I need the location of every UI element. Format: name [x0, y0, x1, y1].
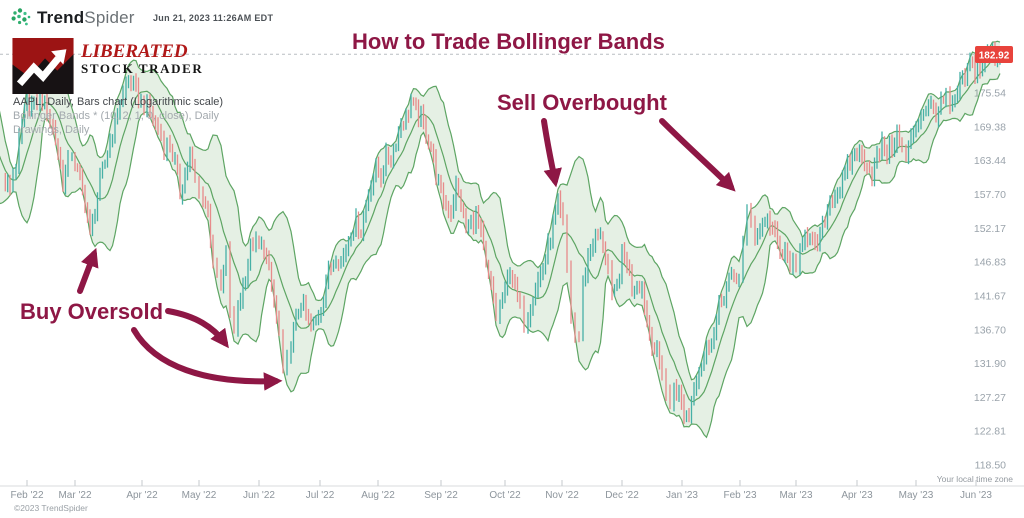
lst-chart-icon — [12, 38, 74, 94]
svg-text:Mar '23: Mar '23 — [779, 490, 812, 501]
svg-text:Oct '22: Oct '22 — [489, 490, 521, 501]
svg-text:146.83: 146.83 — [974, 257, 1006, 269]
legend-drawings-row[interactable]: Drawings, Daily — [13, 124, 90, 136]
svg-text:Jul '22: Jul '22 — [306, 490, 335, 501]
svg-text:Feb '22: Feb '22 — [10, 490, 43, 501]
buy-curved-arrow-2[interactable] — [131, 327, 283, 391]
copyright-note: ©2023 TrendSpider — [14, 503, 88, 513]
sell-arrow-2[interactable] — [659, 118, 736, 192]
brand-name-light: Spider — [84, 8, 135, 27]
svg-text:Jun '23: Jun '23 — [960, 490, 992, 501]
svg-text:127.27: 127.27 — [974, 392, 1006, 404]
svg-text:152.17: 152.17 — [974, 223, 1006, 235]
svg-text:169.38: 169.38 — [974, 121, 1006, 133]
chart-timestamp: Jun 21, 2023 11:26AM EDT — [153, 13, 274, 23]
svg-text:Jan '23: Jan '23 — [666, 490, 698, 501]
svg-text:Aug '22: Aug '22 — [361, 490, 395, 501]
annotation-buy-oversold[interactable]: Buy Oversold — [20, 299, 164, 324]
drawing-arrows[interactable] — [77, 118, 736, 391]
price-bars — [4, 41, 1001, 424]
svg-text:Jun '22: Jun '22 — [243, 490, 275, 501]
svg-text:Feb '23: Feb '23 — [723, 490, 756, 501]
svg-text:May '23: May '23 — [899, 490, 934, 501]
svg-text:141.67: 141.67 — [974, 291, 1006, 303]
svg-text:Apr '22: Apr '22 — [126, 490, 158, 501]
timezone-note: Your local time zone — [936, 474, 1013, 484]
legend-indicator-row[interactable]: Bollinger Bands * (10, 2, 1, 0, close), … — [13, 110, 220, 122]
svg-text:Apr '23: Apr '23 — [841, 490, 873, 501]
time-axis[interactable]: Feb '22 Mar '22 Apr '22 May '22 Jun '22 Jul '… — [0, 480, 1024, 501]
liberated-stock-trader-logo: LIBERATED STOCK TRADER — [12, 38, 203, 94]
annotation-sell-overbought[interactable]: Sell Overbought — [497, 90, 667, 115]
svg-text:136.70: 136.70 — [974, 324, 1006, 336]
price-axis[interactable]: 175.54 169.38 163.44 157.70 152.17 146.83 141.… — [974, 88, 1006, 472]
lst-subtitle: STOCK TRADER — [81, 61, 204, 76]
annotation-title[interactable]: How to Trade Bollinger Bands — [352, 29, 665, 54]
trendspider-logo[interactable]: TrendSpider — [10, 7, 135, 29]
svg-text:May '22: May '22 — [182, 490, 217, 501]
svg-text:131.90: 131.90 — [974, 358, 1006, 370]
svg-text:Sep '22: Sep '22 — [424, 490, 458, 501]
chart-legend: AAPL, Daily, Bars chart (Logarithmic sca… — [13, 95, 223, 137]
svg-text:Dec '22: Dec '22 — [605, 490, 639, 501]
svg-text:163.44: 163.44 — [974, 155, 1006, 167]
svg-text:Mar '22: Mar '22 — [58, 490, 91, 501]
svg-text:Nov '22: Nov '22 — [545, 490, 579, 501]
sell-arrow-1[interactable] — [541, 118, 562, 188]
bollinger-bands — [0, 40, 1001, 439]
legend-symbol-row[interactable]: AAPL, Daily, Bars chart (Logarithmic sca… — [13, 96, 224, 108]
svg-text:157.70: 157.70 — [974, 189, 1006, 201]
current-price-value: 182.92 — [979, 51, 1010, 62]
current-price-badge: 182.92 — [975, 46, 1013, 63]
brand-name-bold: Trend — [37, 8, 85, 27]
svg-text:122.81: 122.81 — [974, 426, 1006, 438]
trendspider-dots-icon — [11, 8, 31, 26]
buy-curved-arrow-1[interactable] — [165, 308, 229, 349]
svg-text:175.54: 175.54 — [974, 88, 1006, 100]
buy-up-arrow[interactable] — [77, 247, 99, 294]
lst-wordmark: LIBERATED — [81, 41, 188, 62]
svg-text:118.50: 118.50 — [975, 460, 1006, 472]
